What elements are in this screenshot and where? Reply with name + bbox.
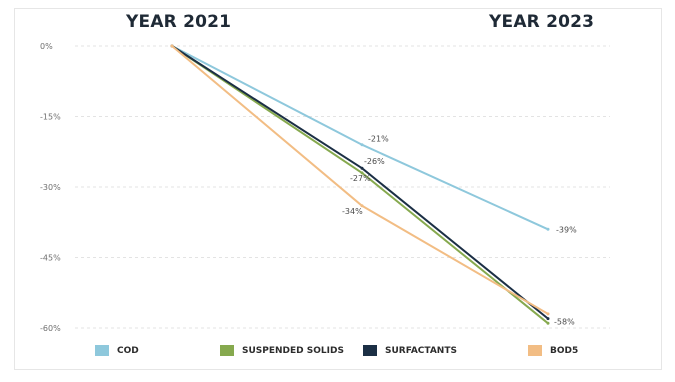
data-point-suspended-solids-2 — [546, 321, 550, 325]
y-tick-label-1: -15% — [40, 113, 61, 122]
legend-swatch-cod — [95, 345, 109, 356]
chart-card — [14, 8, 662, 370]
data-point-cod-1 — [360, 143, 364, 147]
y-tick-label-3: -45% — [40, 254, 61, 263]
year-2021-label: YEAR 2021 — [126, 12, 232, 32]
data-label-surfactants-2: -58% — [554, 318, 575, 327]
data-label-cod-1: -21% — [368, 135, 389, 144]
legend-swatch-suspended-solids — [220, 345, 234, 356]
data-label-cod-2: -39% — [556, 225, 577, 234]
legend-item-cod: COD — [95, 345, 139, 356]
legend-item-bod5: BOD5 — [528, 345, 578, 356]
data-point-surfactants-2 — [546, 317, 550, 321]
y-tick-label-0: 0% — [40, 42, 53, 51]
legend-swatch-surfactants — [363, 345, 377, 356]
series-line-cod — [171, 45, 549, 231]
data-point-bod5-2 — [546, 312, 550, 316]
data-label-bod5-1: -34% — [342, 207, 363, 216]
data-label-surfactants-1: -26% — [364, 157, 385, 166]
data-point-suspended-solids-1 — [360, 171, 364, 175]
legend-label-cod: COD — [117, 345, 139, 356]
year-2023-label: YEAR 2023 — [489, 12, 595, 32]
data-point-cod-2 — [546, 227, 550, 231]
legend-label-suspended-solids: SUSPENDED SOLIDS — [242, 345, 344, 356]
y-tick-label-4: -60% — [40, 324, 61, 333]
legend-label-bod5: BOD5 — [550, 345, 579, 356]
legend-swatch-bod5 — [528, 345, 542, 356]
data-point-surfactants-1 — [360, 166, 364, 170]
data-point-bod5-1 — [360, 204, 364, 208]
y-tick-label-2: -30% — [40, 183, 61, 192]
data-label-suspended-solids-1: -27% — [350, 174, 371, 183]
legend-item-suspended-solids: SUSPENDED SOLIDS — [220, 345, 344, 356]
legend-item-surfactants: SURFACTANTS — [363, 345, 457, 356]
data-point-bod5-0 — [170, 44, 174, 48]
legend-label-surfactants: SURFACTANTS — [385, 345, 457, 356]
legend: COD SUSPENDED SOLIDS SURFACTANTS BOD5 — [0, 341, 675, 363]
